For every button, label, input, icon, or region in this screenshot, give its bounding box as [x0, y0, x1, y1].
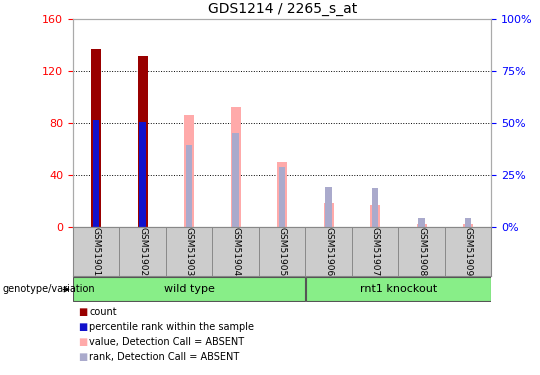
- Text: wild type: wild type: [164, 284, 214, 294]
- Text: GSM51906: GSM51906: [324, 226, 333, 276]
- Bar: [73, 277, 306, 302]
- Bar: [418, 218, 425, 227]
- Text: ■: ■: [78, 337, 87, 347]
- Text: GSM51901: GSM51901: [92, 226, 100, 276]
- Bar: [232, 133, 239, 227]
- Bar: [372, 188, 379, 227]
- Bar: [465, 218, 471, 227]
- Text: GSM51908: GSM51908: [417, 226, 426, 276]
- Bar: [326, 186, 332, 227]
- Bar: [186, 145, 192, 227]
- Bar: [277, 162, 287, 227]
- Bar: [323, 204, 334, 227]
- Text: ■: ■: [78, 307, 87, 317]
- Bar: [138, 57, 148, 227]
- Bar: [91, 49, 102, 227]
- Bar: [416, 224, 427, 227]
- Text: GSM51905: GSM51905: [278, 226, 287, 276]
- Text: value, Detection Call = ABSENT: value, Detection Call = ABSENT: [89, 337, 244, 347]
- Bar: [463, 224, 473, 227]
- Bar: [279, 167, 286, 227]
- Bar: [370, 205, 380, 227]
- Text: percentile rank within the sample: percentile rank within the sample: [89, 322, 254, 332]
- Bar: [139, 122, 146, 227]
- Text: ■: ■: [78, 352, 87, 362]
- Text: GSM51903: GSM51903: [185, 226, 194, 276]
- Text: GSM51907: GSM51907: [370, 226, 380, 276]
- Text: GSM51909: GSM51909: [464, 226, 472, 276]
- Text: GSM51904: GSM51904: [231, 226, 240, 276]
- Bar: [306, 277, 491, 302]
- Text: GSM51902: GSM51902: [138, 226, 147, 276]
- Text: count: count: [89, 307, 117, 317]
- Bar: [231, 107, 241, 227]
- Text: ■: ■: [78, 322, 87, 332]
- Title: GDS1214 / 2265_s_at: GDS1214 / 2265_s_at: [207, 2, 357, 16]
- Text: rank, Detection Call = ABSENT: rank, Detection Call = ABSENT: [89, 352, 239, 362]
- Text: rnt1 knockout: rnt1 knockout: [360, 284, 437, 294]
- Text: genotype/variation: genotype/variation: [3, 285, 96, 294]
- Bar: [93, 120, 99, 227]
- Bar: [184, 115, 194, 227]
